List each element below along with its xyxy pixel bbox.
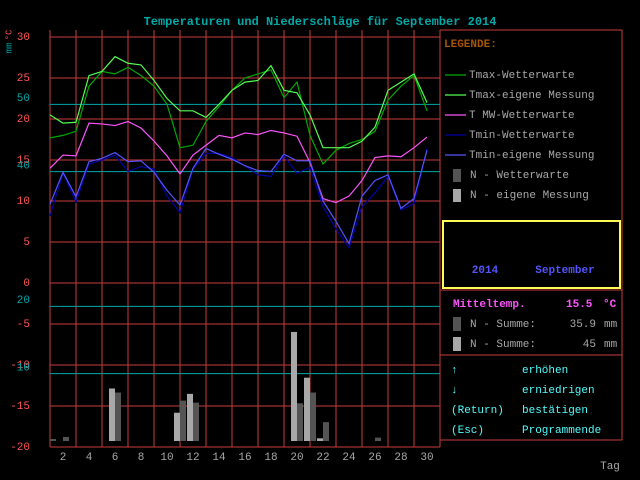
y-tick-label: -5 <box>17 319 30 331</box>
x-tick-label: 30 <box>420 452 433 464</box>
sum-value: 45 <box>583 339 596 351</box>
x-tick-label: 8 <box>138 452 145 464</box>
bar <box>323 422 329 441</box>
sum-value: 35.9 <box>570 319 596 331</box>
bar <box>317 438 323 441</box>
command-label: Programmende <box>522 425 601 437</box>
line-series <box>49 120 428 204</box>
legend-label: Tmin-eigene Messung <box>469 150 594 162</box>
chart-title: Temperaturen und Niederschläge für Septe… <box>144 15 497 29</box>
y-tick-label: -15 <box>10 401 30 413</box>
legend-label: N - eigene Messung <box>470 190 589 202</box>
y2-axis-label: mm <box>4 43 14 54</box>
y2-tick-label: 40 <box>17 161 30 173</box>
legend-swatch <box>453 169 461 182</box>
y-tick-label: 10 <box>17 196 30 208</box>
y-tick-label: -10 <box>10 360 30 372</box>
x-tick-label: 26 <box>368 452 381 464</box>
x-tick-label: 12 <box>186 452 199 464</box>
date-box <box>442 220 621 289</box>
mean-temp-label: Mitteltemp. <box>453 299 526 311</box>
y-tick-label: 25 <box>17 73 30 85</box>
bar <box>304 377 310 441</box>
bar <box>291 331 297 441</box>
command-key: ↑ <box>451 365 458 377</box>
x-tick-label: 14 <box>212 452 226 464</box>
year: 2014 <box>472 265 499 277</box>
bar <box>174 412 180 441</box>
y-tick-label: 0 <box>23 278 30 290</box>
x-tick-label: 28 <box>394 452 407 464</box>
command-key: (Return) <box>451 405 504 417</box>
mean-temp-unit: °C <box>603 299 617 311</box>
y2-tick-label: 10 <box>17 363 30 375</box>
legend-label: Tmax-Wetterwarte <box>469 70 575 82</box>
y-tick-label: 15 <box>17 155 30 167</box>
bar <box>187 393 193 441</box>
y2-tick-label: 20 <box>17 295 30 307</box>
x-tick-label: 6 <box>112 452 119 464</box>
y-tick-label: 5 <box>23 237 30 249</box>
legend-label: N - Wetterwarte <box>470 170 569 182</box>
bar <box>180 400 186 441</box>
y2-tick-label: 50 <box>17 93 30 105</box>
legend-label: Tmax-eigene Messung <box>469 90 594 102</box>
x-tick-label: 10 <box>160 452 173 464</box>
command-label: erhöhen <box>522 365 568 377</box>
legend-swatch <box>453 189 461 202</box>
x-axis-label: Tag <box>600 461 620 473</box>
mean-temp-value: 15.5 <box>566 299 593 311</box>
x-tick-label: 22 <box>316 452 329 464</box>
command-label: erniedrigen <box>522 385 595 397</box>
sum-label: N - Summe: <box>470 339 536 351</box>
month: September <box>535 265 594 277</box>
line-series <box>49 148 428 250</box>
x-tick-label: 2 <box>60 452 67 464</box>
command-key: ↓ <box>451 385 458 397</box>
bar <box>50 438 56 441</box>
sum-swatch <box>453 317 461 331</box>
command-label: bestätigen <box>522 405 588 417</box>
sum-unit: mm <box>604 339 618 351</box>
legend-label: T MW-Wetterwarte <box>469 110 575 122</box>
x-tick-label: 18 <box>264 452 277 464</box>
x-tick-label: 20 <box>290 452 303 464</box>
y-axis-label: °C <box>4 29 14 40</box>
bar <box>375 437 381 441</box>
x-tick-label: 24 <box>342 452 356 464</box>
legend-label: Tmin-Wetterwarte <box>469 130 575 142</box>
sum-label: N - Summe: <box>470 319 536 331</box>
x-tick-label: 16 <box>238 452 251 464</box>
line-series <box>49 55 428 149</box>
line-series <box>49 147 428 246</box>
bar <box>115 392 121 441</box>
y-tick-label: -20 <box>10 442 30 454</box>
legend-title: LEGENDE: <box>444 39 497 51</box>
bar <box>193 402 199 441</box>
y-tick-label: 30 <box>17 32 30 44</box>
bar <box>310 392 316 441</box>
sum-unit: mm <box>604 319 618 331</box>
sum-swatch <box>453 337 461 351</box>
command-key: (Esc) <box>451 425 484 437</box>
x-tick-label: 4 <box>86 452 93 464</box>
bar <box>63 436 69 441</box>
bar <box>109 388 115 441</box>
bar <box>297 403 303 441</box>
y-tick-label: 20 <box>17 114 30 126</box>
panel-frame <box>440 29 623 441</box>
